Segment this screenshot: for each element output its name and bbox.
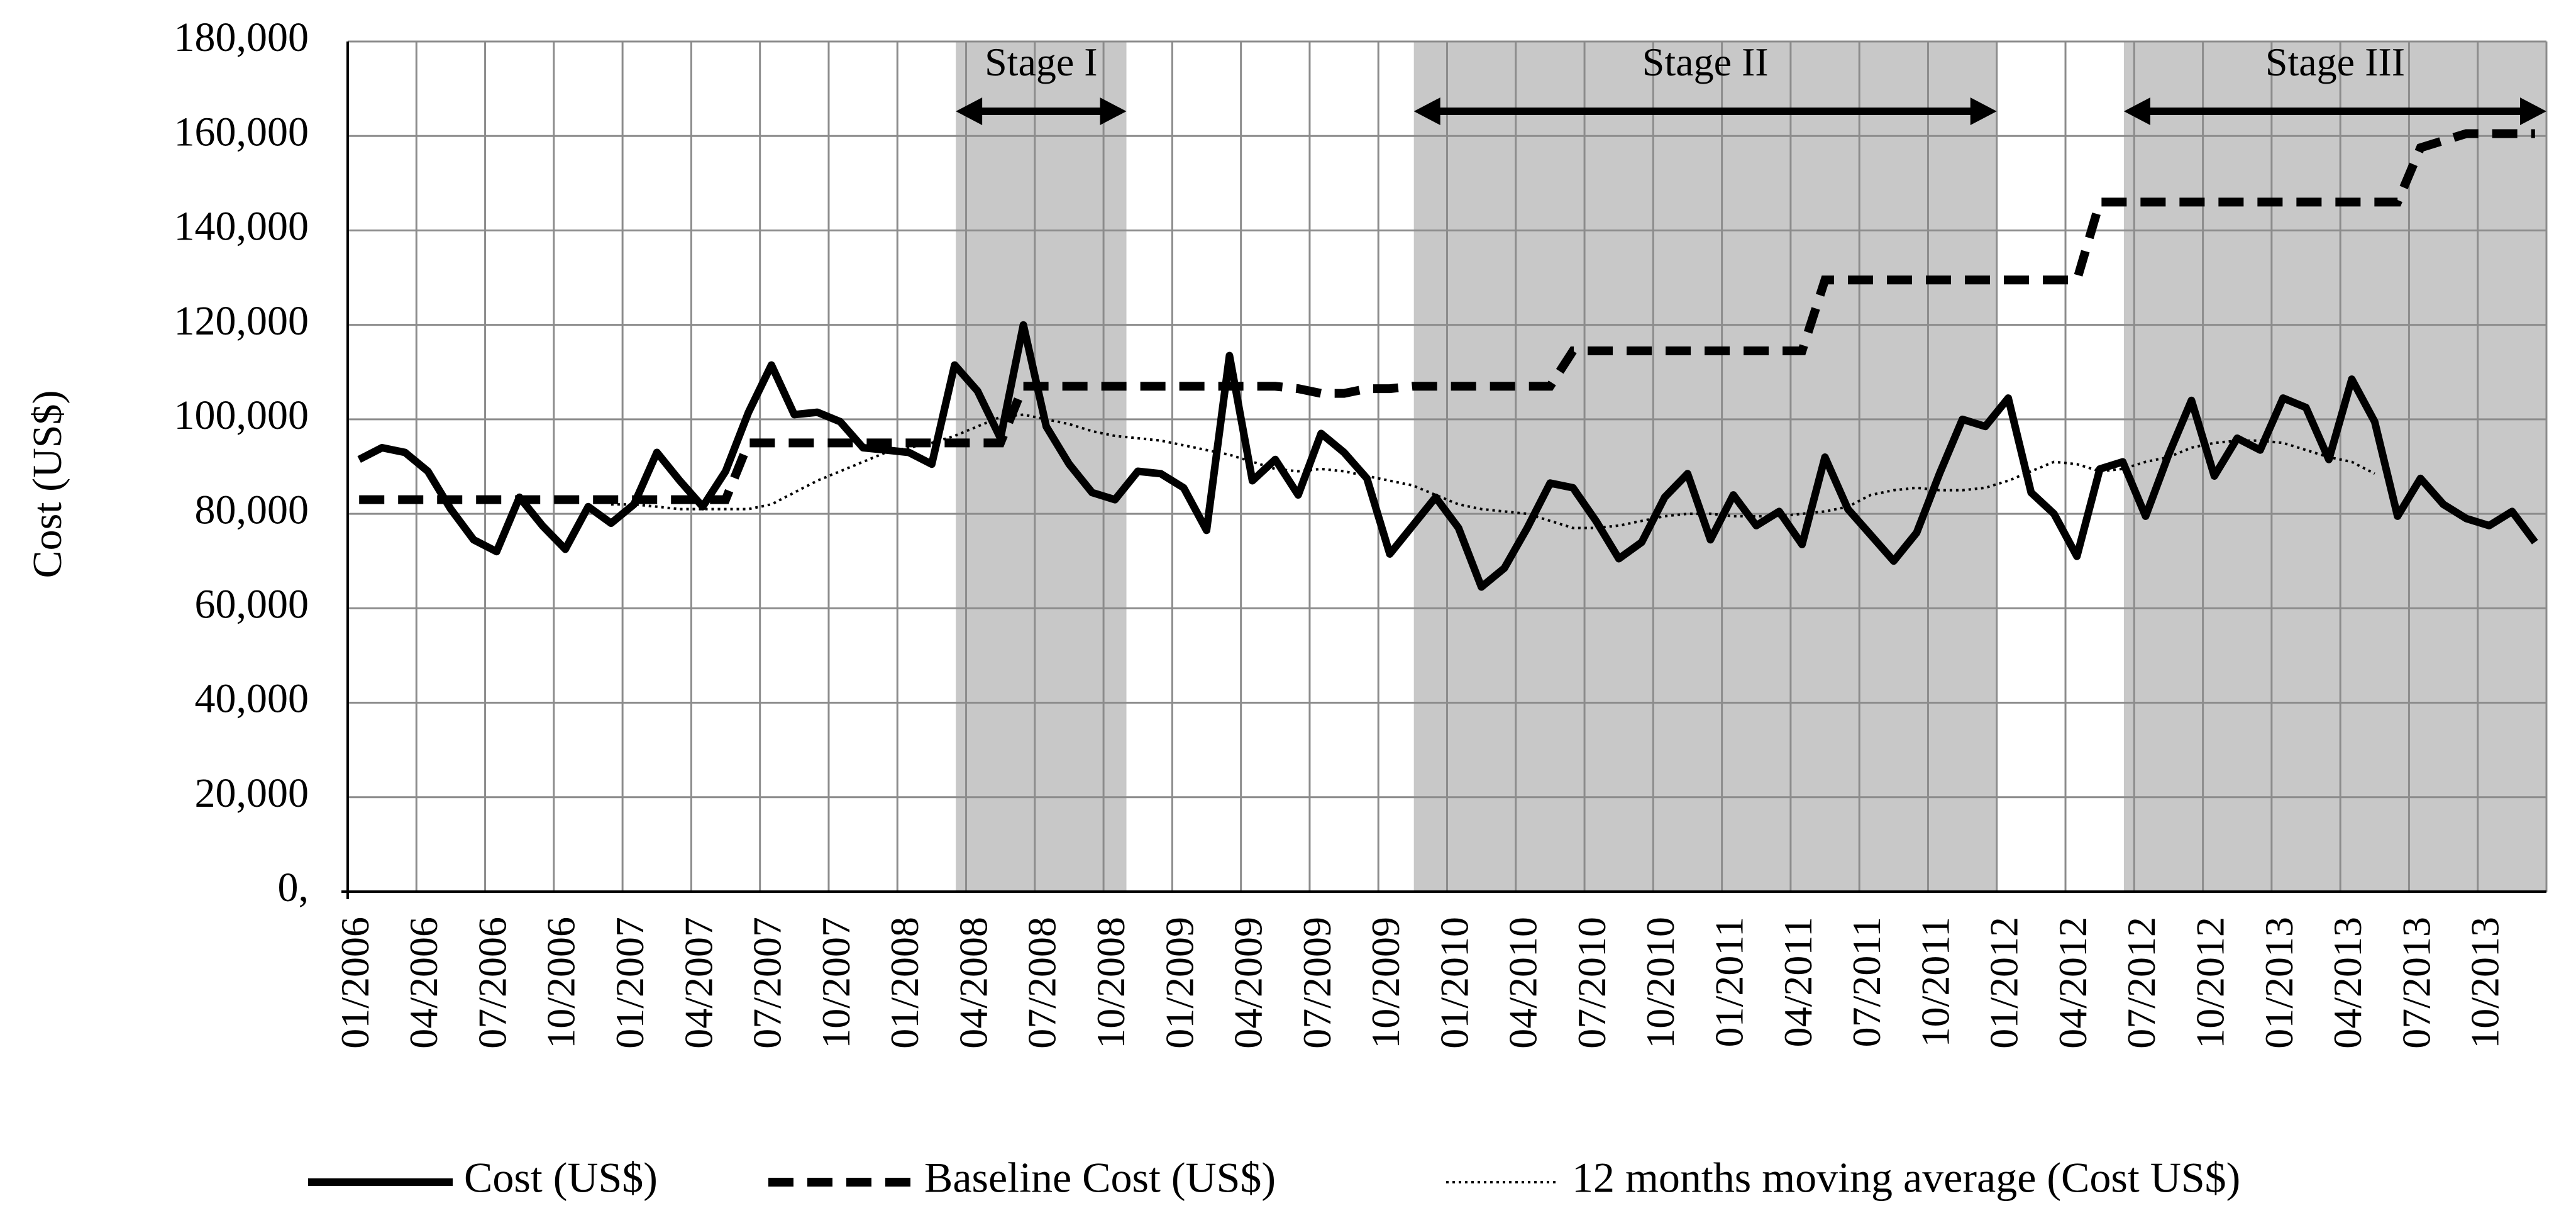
x-tick-label: 07/2012 — [2119, 917, 2164, 1049]
stage-shade-2 — [1413, 42, 1997, 892]
stage-arrowhead-left — [1413, 97, 1440, 125]
x-tick-label: 10/2012 — [2187, 917, 2232, 1049]
y-tick-label: 0, — [278, 865, 309, 911]
x-tick-label: 10/2010 — [1638, 917, 1683, 1049]
x-tick-label: 01/2013 — [2257, 917, 2301, 1049]
x-tick-label: 01/2008 — [882, 917, 927, 1049]
x-tick-label: 01/2007 — [607, 917, 652, 1049]
x-tick-label: 04/2011 — [1776, 917, 1820, 1047]
y-axis-title: Cost (US$) — [25, 390, 70, 579]
y-tick-label: 140,000 — [174, 204, 309, 250]
stage-arrowhead-left — [956, 97, 983, 125]
x-tick-label: 01/2006 — [333, 917, 377, 1049]
series-line-1 — [357, 321, 2538, 591]
x-tick-label: 04/2010 — [1501, 917, 1545, 1049]
x-tick-label: 10/2009 — [1363, 917, 1408, 1049]
y-tick-label: 60,000 — [195, 581, 309, 627]
stage-label-2: Stage II — [1642, 40, 1769, 84]
x-tick-label: 01/2011 — [1707, 917, 1752, 1047]
x-tick-label: 07/2009 — [1295, 917, 1339, 1049]
x-tick-label: 01/2009 — [1157, 917, 1202, 1049]
legend-label-2: Baseline Cost (US$) — [924, 1154, 1276, 1202]
x-tick-label: 04/2008 — [951, 917, 995, 1049]
x-tick-label: 07/2007 — [745, 917, 790, 1049]
legend-label-3: 12 months moving average (Cost US$) — [1572, 1154, 2240, 1202]
x-tick-label: 04/2012 — [2050, 917, 2095, 1049]
y-tick-label: 100,000 — [174, 392, 309, 438]
stage-shade-1 — [956, 42, 1127, 892]
stage-label-3: Stage III — [2265, 40, 2405, 84]
series-line-3 — [611, 413, 2375, 529]
y-tick-label: 120,000 — [174, 298, 309, 344]
x-tick-label: 01/2010 — [1432, 917, 1476, 1049]
x-tick-label: 10/2013 — [2463, 917, 2507, 1049]
y-tick-label: 20,000 — [195, 770, 309, 816]
stage-arrowhead-right — [1970, 97, 1997, 125]
x-tick-label: 07/2013 — [2394, 917, 2438, 1049]
x-tick-label: 07/2008 — [1020, 917, 1064, 1049]
y-tick-label: 180,000 — [174, 14, 309, 60]
y-tick-label: 160,000 — [174, 109, 309, 155]
x-tick-label: 04/2007 — [676, 917, 721, 1049]
stage-arrowhead-left — [2123, 97, 2150, 125]
x-tick-label: 10/2011 — [1913, 917, 1957, 1047]
y-tick-label: 80,000 — [195, 487, 309, 533]
x-tick-label: 04/2006 — [401, 917, 446, 1049]
x-tick-label: 04/2009 — [1226, 917, 1271, 1049]
stage-arrowhead-right — [1100, 97, 1127, 125]
x-tick-label: 07/2010 — [1569, 917, 1614, 1049]
x-tick-label: 07/2006 — [470, 917, 514, 1049]
y-tick-label: 40,000 — [195, 676, 309, 722]
stage-label-1: Stage I — [985, 40, 1098, 84]
x-tick-label: 10/2008 — [1088, 917, 1133, 1049]
x-tick-label: 01/2012 — [1982, 917, 2026, 1049]
x-tick-label: 10/2006 — [539, 917, 583, 1049]
x-tick-label: 07/2011 — [1844, 917, 1889, 1047]
series-line-2 — [359, 129, 2535, 504]
x-tick-label: 04/2013 — [2325, 917, 2370, 1049]
legend-label-1: Cost (US$) — [464, 1154, 658, 1202]
x-tick-label: 10/2007 — [814, 917, 858, 1049]
stage-arrowhead-right — [2520, 97, 2546, 125]
stage-shade-3 — [2123, 42, 2546, 892]
